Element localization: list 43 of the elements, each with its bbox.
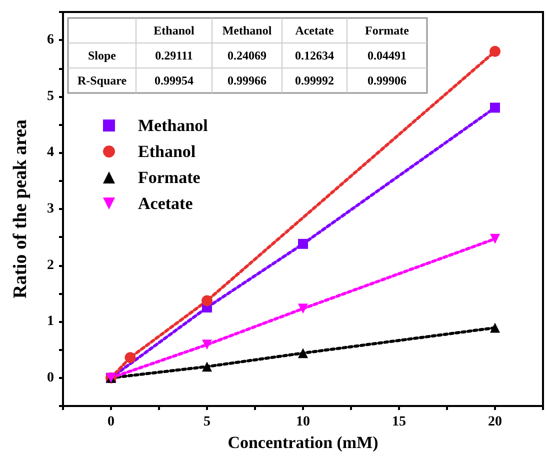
point — [202, 295, 212, 306]
point — [298, 304, 308, 314]
x-tick-label: 20 — [488, 414, 502, 430]
y-tick-label: 0 — [47, 370, 54, 386]
y-tick-label: 4 — [47, 145, 54, 160]
point — [490, 322, 500, 333]
y-axis-title: Ratio of the peak area — [10, 118, 31, 299]
y-tick-label: 5 — [47, 88, 54, 104]
annotation: Ethanol — [154, 24, 196, 38]
x-axis-title: Concentration (mM) — [228, 432, 378, 452]
y-tick-label: 1 — [47, 314, 54, 330]
legend-label: Methanol — [138, 116, 208, 135]
y-tick-label: 2 — [47, 258, 54, 273]
point — [202, 340, 212, 350]
point — [298, 238, 308, 249]
legend-label: Formate — [138, 168, 201, 187]
point — [490, 102, 500, 113]
annotation: 0.99954 — [154, 74, 194, 88]
annotation: R-Square — [77, 74, 128, 88]
point — [490, 46, 500, 57]
annotation: 0.29111 — [155, 48, 193, 62]
annotation: 0.12634 — [295, 48, 334, 62]
legend-label: Ethanol — [138, 142, 196, 161]
annotation: 0.99906 — [368, 74, 406, 88]
legend-label: Acetate — [138, 194, 194, 213]
annotation: 0.99966 — [228, 74, 266, 88]
point — [298, 348, 308, 358]
x-tick-label: 0 — [108, 414, 114, 430]
y-tick-label: 3 — [47, 202, 54, 216]
annotation: 0.04491 — [368, 48, 406, 62]
annotation: Formate — [365, 24, 410, 38]
x-tick-label: 5 — [204, 414, 210, 430]
y-tick-label: 6 — [47, 32, 54, 48]
annotation: Acetate — [295, 24, 334, 38]
point — [490, 234, 500, 244]
annotation: 0.24069 — [228, 48, 266, 62]
annotation: 0.99992 — [295, 74, 334, 88]
point — [124, 352, 136, 364]
x-tick-label: 10 — [296, 414, 310, 430]
annotation: Methanol — [222, 24, 272, 38]
point — [202, 362, 212, 372]
annotation: Slope — [88, 48, 117, 62]
x-tick-label: 15 — [392, 414, 406, 430]
